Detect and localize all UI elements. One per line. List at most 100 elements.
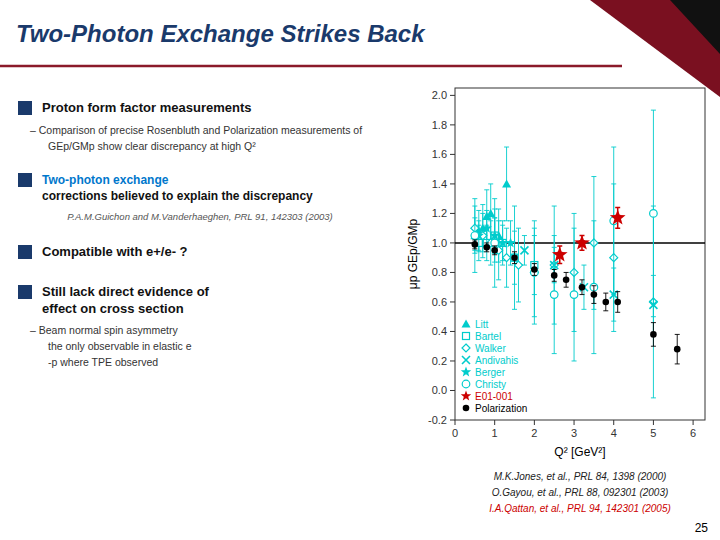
y-tick-label: 1.6 [432,148,447,160]
legend-label: Walker [475,343,506,354]
point [674,346,681,353]
annotation: – Beam normal spin asymmetry [30,324,178,336]
y-error-bar [615,292,620,313]
point [610,210,626,225]
legend-label: Bartel [475,331,501,342]
legend-label: Christy [475,379,506,390]
annotation: O.Gayou, et al., PRL 88, 092301 (2003) [492,487,669,498]
legend: LittBartelWalkerAndivahisBergerChristyE0… [461,319,527,414]
legend-marker [462,380,470,388]
point [472,241,479,248]
legend-label: Litt [475,319,489,330]
annotation: Compatible with e+/e- ? [42,244,188,259]
y-tick [450,124,455,125]
y-tick-label: 1.4 [432,178,447,190]
series [470,147,511,262]
y-error-bar [579,280,584,295]
y-tick-label: 1.0 [432,237,447,249]
y-tick [450,242,455,243]
y-tick-label: 0.0 [432,384,447,396]
y-error-bar [484,243,489,252]
x-tick [693,420,694,425]
x-tick [574,420,575,425]
series [475,218,538,295]
point [552,246,568,261]
x-tick [455,420,456,425]
y-tick-label: -0.2 [428,414,447,426]
y-tick [450,95,455,96]
point [511,254,519,262]
point [483,244,490,251]
legend-label: Berger [475,367,506,378]
x-tick-label: 2 [531,427,537,439]
header-line [0,65,622,68]
y-error-bar [552,269,557,281]
series [472,240,681,364]
annotation: GEp/GMp show clear discrepancy at high Q… [48,140,256,152]
background [0,0,720,540]
y-tick [450,301,455,302]
legend-marker [463,333,470,340]
x-axis-label: Q² [GeV²] [554,445,605,459]
y-tick [450,154,455,155]
y-error-bar [675,334,680,364]
annotation: Still lack direct evidence of [42,284,210,299]
annotation: Two-photon exchange [42,173,169,187]
point [514,261,522,269]
point [511,254,518,261]
y-tick [450,183,455,184]
series [471,177,658,398]
y-axis-label: μp GEp/GMp [406,219,420,290]
x-tick [494,420,495,425]
y-error-bar [512,252,517,264]
annotation: effect on cross section [42,301,184,316]
legend-label: Polarization [475,403,527,414]
x-tick-label: 0 [452,427,458,439]
point [471,232,479,240]
decoration [670,0,720,54]
y-tick-label: 1.2 [432,207,447,219]
legend-label: E01-001 [475,391,513,402]
annotation: the only observable in elastic e [48,340,192,352]
x-tick [653,420,654,425]
point [491,247,498,254]
title: Two-Photon Exchange Strikes Back [16,20,426,47]
point [482,223,492,233]
x-tick [534,420,535,425]
point [614,299,621,306]
point [570,291,578,299]
point [531,266,538,273]
y-tick [450,360,455,361]
x-tick [613,420,614,425]
y-tick-label: 1.8 [432,119,447,131]
legend-marker [462,356,470,364]
y-error-bar [492,246,497,255]
x-tick-label: 6 [690,427,696,439]
y-error-bar [564,272,569,287]
annotation: Proton form factor measurements [42,100,252,115]
y-error-bar [472,240,477,249]
x-tick-label: 4 [611,427,617,439]
y-tick [450,390,455,391]
y-tick-label: 0.2 [432,355,447,367]
annotation: – Comparison of precise Rosenbluth and P… [30,124,362,136]
point [650,331,657,338]
y-tick [450,213,455,214]
decoration [590,0,720,97]
point [650,210,658,218]
series [520,236,657,335]
annotation: I.A.Qattan, et al., PRL 94, 142301 (2005… [489,503,671,514]
point [563,277,570,284]
annotation: corrections believed to explain the disc… [42,189,313,203]
bullet [18,101,32,115]
y-error-bar [512,206,517,309]
legend-marker [462,320,471,328]
slide: Two-Photon Exchange Strikes Back Proton f… [0,0,720,540]
x-tick-label: 5 [650,427,656,439]
y-error-bar [603,293,608,311]
y-error-bar [591,286,596,304]
plot-data [455,110,705,398]
point [579,284,586,291]
point [591,291,598,298]
bullet [18,285,32,299]
